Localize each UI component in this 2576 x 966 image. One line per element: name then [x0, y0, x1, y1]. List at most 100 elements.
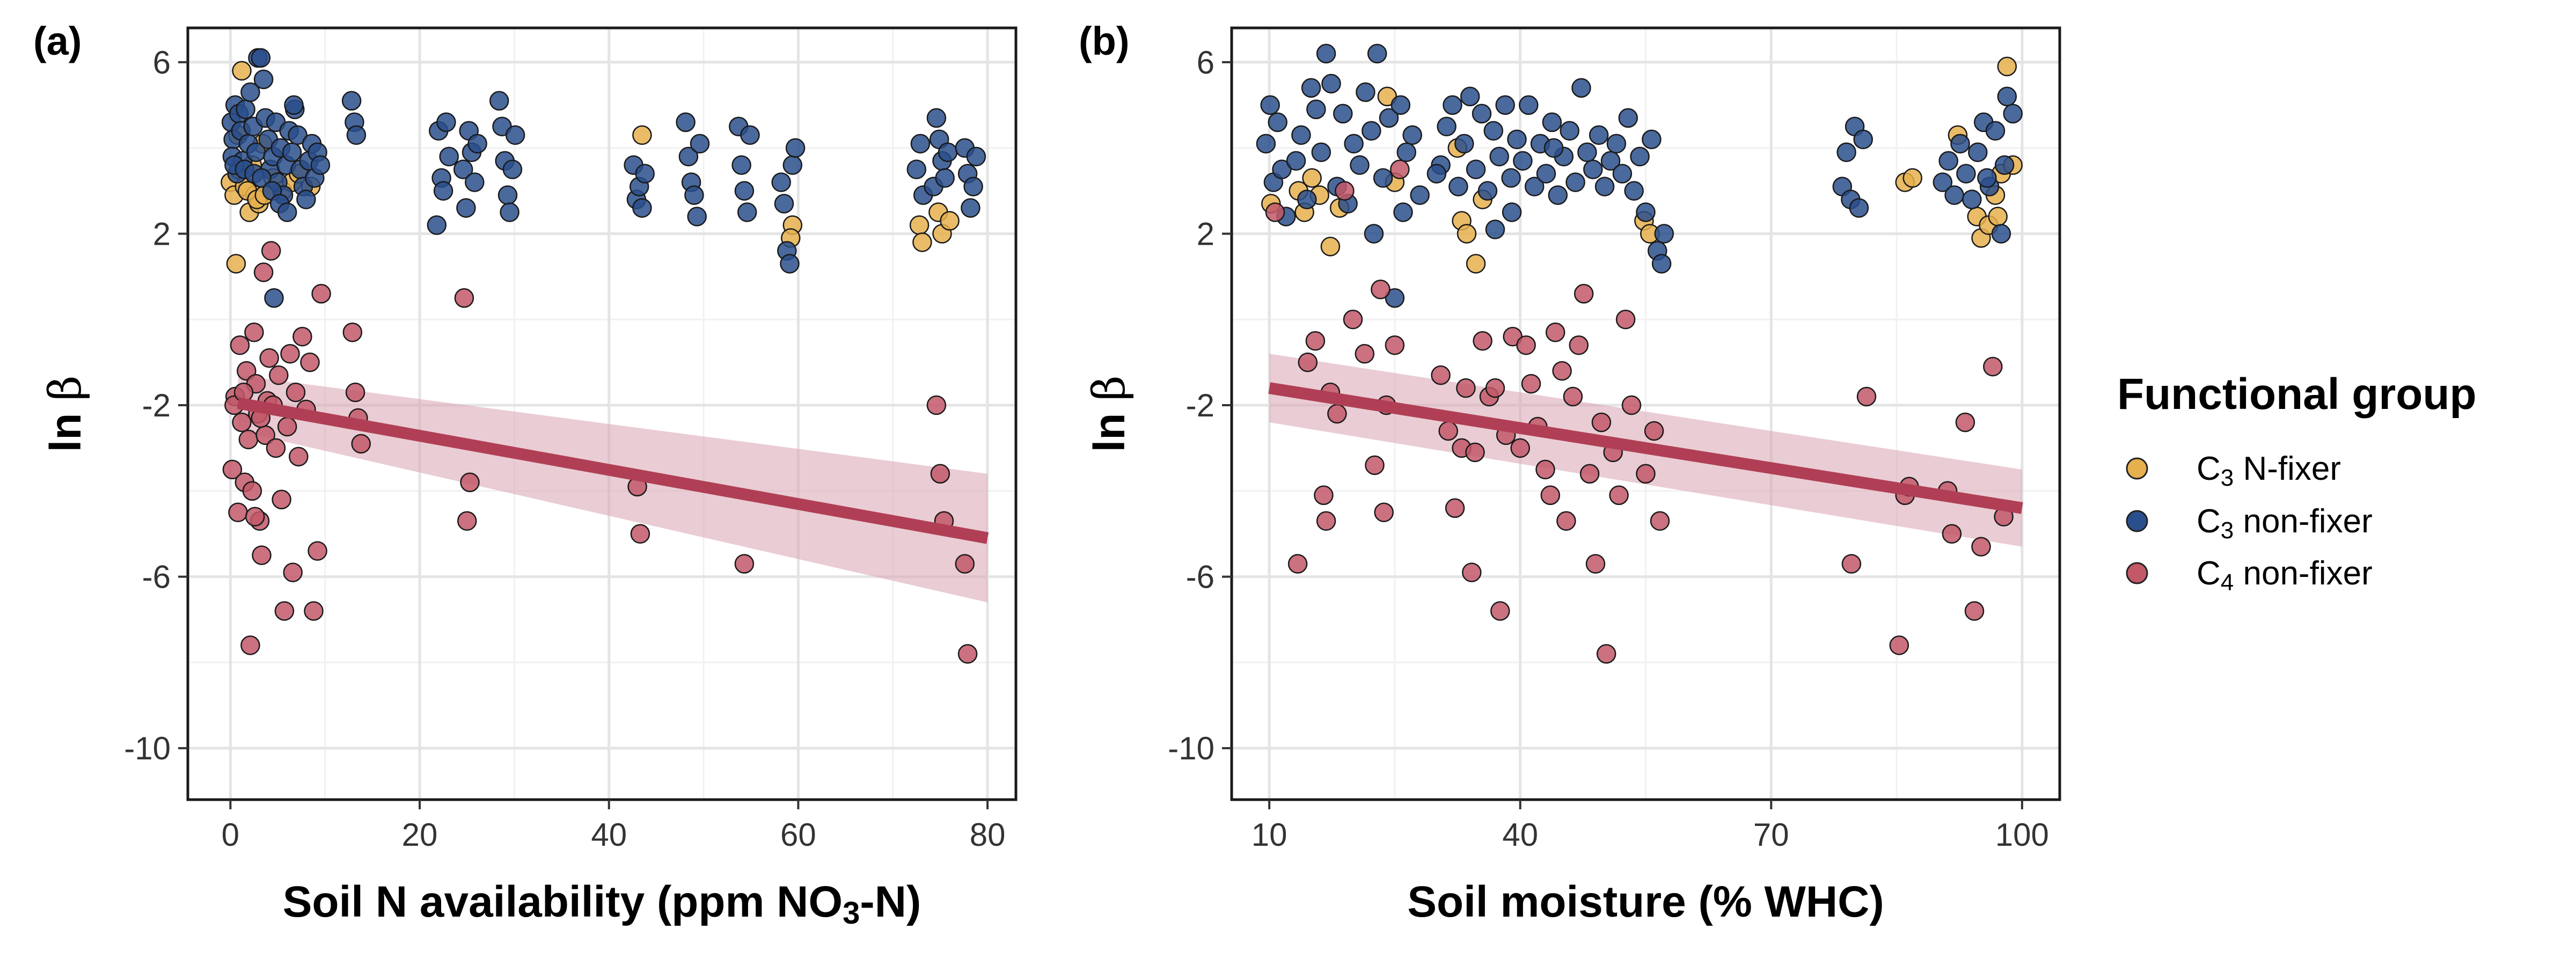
point-c3_non_fixer: [1477, 181, 1498, 201]
point-c3_non_fixer: [1396, 142, 1416, 162]
point-c3_n_fixer: [909, 215, 930, 235]
point-c4_non_fixer: [1316, 511, 1336, 531]
point-c3_non_fixer: [1362, 121, 1381, 141]
point-c3_non_fixer: [1448, 177, 1468, 196]
point-c3_non_fixer: [1548, 185, 1568, 205]
point-c3_non_fixer: [966, 147, 986, 166]
panel-b-x-axis-title: Soil moisture (% WHC): [1407, 877, 1884, 926]
panel-b-points: [1256, 43, 2023, 664]
point-c4_non_fixer: [1485, 378, 1505, 398]
legend-item-c3-non-fixer: C3 non-fixer: [2126, 503, 2373, 544]
point-c3_non_fixer: [427, 215, 447, 235]
point-c3_n_fixer: [1902, 168, 1922, 188]
legend-item-c4-non-fixer: C4 non-fixer: [2126, 555, 2373, 596]
point-c3_non_fixer: [1933, 172, 1953, 192]
point-c3_non_fixer: [1968, 142, 1988, 162]
y-tick-label: -10: [124, 730, 171, 766]
x-tick-label: 40: [1502, 817, 1538, 853]
point-c3_non_fixer: [467, 134, 487, 153]
point-c3_non_fixer: [1594, 177, 1615, 196]
legend-item-c3-n-fixer: C3 N-fixer: [2126, 450, 2341, 491]
point-c3_n_fixer: [1320, 237, 1341, 257]
point-c4_non_fixer: [1473, 331, 1492, 351]
point-c4_non_fixer: [460, 472, 480, 493]
point-c3_non_fixer: [1985, 121, 2006, 141]
series-c3_non_fixer: [1256, 43, 2023, 308]
point-c3_non_fixer: [1502, 202, 1522, 222]
legend-swatch-c3-n-fixer: [2126, 457, 2148, 480]
point-c4_non_fixer: [242, 481, 262, 501]
point-c4_non_fixer: [261, 241, 281, 261]
point-c4_non_fixer: [1556, 511, 1576, 531]
point-c4_non_fixer: [1490, 601, 1510, 621]
point-c3_non_fixer: [935, 168, 955, 188]
point-c4_non_fixer: [926, 395, 947, 415]
point-c3_non_fixer: [1268, 112, 1287, 133]
point-c3_non_fixer: [771, 172, 791, 192]
point-c4_non_fixer: [1462, 562, 1482, 582]
x-tick-label: 10: [1252, 817, 1287, 853]
point-c3_non_fixer: [1306, 99, 1326, 120]
x-tick-label: 20: [402, 817, 438, 853]
point-c3_non_fixer: [453, 159, 473, 179]
point-c4_non_fixer: [253, 262, 274, 282]
point-c4_non_fixer: [308, 541, 327, 561]
legend-swatch-c4-non-fixer: [2126, 562, 2148, 584]
point-c3_non_fixer: [1849, 198, 1869, 218]
panel-b-fit: [1268, 382, 2023, 514]
legend-swatch-c3-non-fixer: [2126, 510, 2148, 532]
point-c4_non_fixer: [1314, 485, 1334, 506]
point-c4_non_fixer: [955, 554, 975, 574]
point-c3_non_fixer: [1543, 138, 1564, 158]
point-c4_non_fixer: [1431, 365, 1451, 385]
y-tick-label: 2: [153, 216, 171, 252]
point-c3_non_fixer: [1495, 95, 1515, 115]
point-c3_non_fixer: [1606, 134, 1627, 153]
x-tick-label: 0: [222, 817, 239, 853]
point-c4_non_fixer: [252, 545, 272, 565]
point-c3_non_fixer: [1501, 168, 1521, 188]
y-tick-label: -2: [142, 387, 171, 423]
point-c4_non_fixer: [1355, 343, 1375, 364]
point-c4_non_fixer: [1579, 464, 1600, 484]
panel-a: (a) 0 20 40 60 80 -10 -6 -2 2 6 Soil N availabili…: [33, 19, 1018, 931]
point-c3_non_fixer: [1373, 168, 1393, 188]
point-c4_non_fixer: [1650, 511, 1670, 531]
point-c3_non_fixer: [1426, 164, 1447, 184]
point-c4_non_fixer: [286, 382, 306, 402]
point-c3_non_fixer: [1297, 189, 1317, 209]
panel-a-ticks: 0 20 40 60 80 -10 -6 -2 2 6: [124, 45, 1005, 853]
point-c3_non_fixer: [1256, 134, 1276, 153]
point-c3_non_fixer: [1472, 104, 1492, 124]
panel-a-y-axis-title: ln β: [40, 375, 91, 452]
point-c3_non_fixer: [1260, 95, 1280, 115]
point-c4_non_fixer: [1964, 601, 1985, 621]
point-c4_non_fixer: [283, 562, 303, 582]
point-c3_non_fixer: [1519, 95, 1539, 115]
point-c4_non_fixer: [277, 416, 297, 437]
point-c3_non_fixer: [1560, 121, 1579, 141]
point-c4_non_fixer: [1889, 635, 1909, 655]
point-c3_non_fixer: [288, 125, 308, 145]
point-c4_non_fixer: [930, 464, 950, 484]
point-c4_non_fixer: [292, 326, 312, 347]
point-c3_non_fixer: [1460, 86, 1480, 107]
point-c3_n_fixer: [232, 61, 252, 81]
y-tick-label: 6: [1197, 45, 1214, 80]
panel-a-points: [221, 48, 986, 664]
point-c3_non_fixer: [1571, 78, 1591, 98]
point-c4_non_fixer: [342, 322, 363, 342]
point-c3_non_fixer: [264, 288, 284, 308]
point-c3_non_fixer: [1391, 95, 1411, 115]
point-c3_non_fixer: [1483, 121, 1504, 141]
point-c3_non_fixer: [1600, 151, 1621, 171]
point-c3_non_fixer: [774, 194, 794, 214]
point-c3_non_fixer: [1991, 224, 2011, 244]
point-c3_non_fixer: [1938, 151, 1958, 171]
panel-b-frame: [1230, 26, 2061, 801]
point-c3_n_fixer: [1457, 224, 1477, 244]
y-tick-label: 2: [1197, 216, 1214, 252]
point-c4_non_fixer: [230, 335, 250, 355]
point-c3_non_fixer: [782, 155, 803, 175]
point-c4_non_fixer: [222, 459, 243, 480]
